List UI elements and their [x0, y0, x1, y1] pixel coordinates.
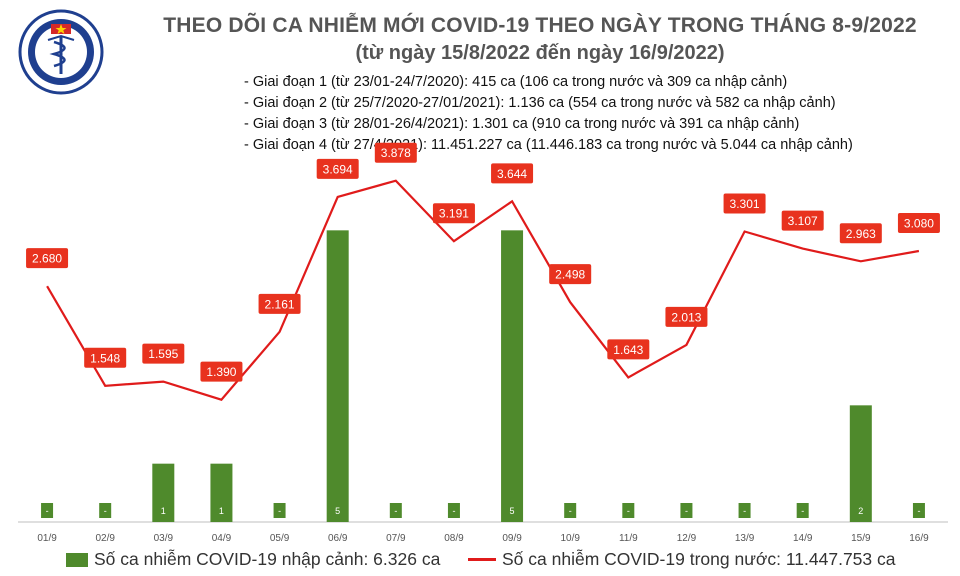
- line-label-box-1: [84, 347, 127, 368]
- line-label-4: 2.161: [265, 297, 295, 311]
- x-tick-label-5: 06/9: [328, 533, 348, 544]
- line-label-12: 3.301: [730, 197, 760, 211]
- phase-1-text: - Giai đoạn 1 (từ 23/01-24/7/2020): 415 …: [244, 74, 788, 90]
- line-label-3: 1.390: [206, 365, 236, 379]
- line-label-13: 3.107: [788, 214, 818, 228]
- bar-11: [680, 503, 693, 518]
- bar-label-9: -: [569, 506, 572, 516]
- x-tick-label-2: 03/9: [154, 533, 174, 544]
- bar-1: [99, 503, 112, 518]
- bar-label-3: 1: [219, 506, 224, 516]
- bar-7: [447, 503, 460, 518]
- phase-2-text: - Giai đoạn 2 (từ 25/7/2020-27/01/2021):…: [244, 95, 836, 111]
- bar-6: [389, 503, 402, 518]
- line-label-10: 1.643: [613, 343, 643, 357]
- x-tick-label-4: 05/9: [270, 533, 290, 544]
- legend-line-series: Số ca nhiễm COVID-19 trong nước: 11.447.…: [468, 549, 896, 570]
- x-tick-label-8: 09/9: [502, 533, 522, 544]
- bar-13: [796, 503, 809, 518]
- line-label-8: 3.644: [497, 167, 527, 181]
- line-label-box-5: [316, 158, 359, 179]
- x-tick-label-3: 04/9: [212, 533, 232, 544]
- bar-label-11: -: [685, 506, 688, 516]
- bar-14: [849, 405, 872, 522]
- bar-9: [564, 503, 577, 518]
- line-label-11: 2.013: [671, 310, 701, 324]
- x-tick-label-9: 10/9: [560, 533, 580, 544]
- line-label-box-3: [200, 361, 243, 382]
- bar-label-0: -: [46, 506, 49, 516]
- x-tick-label-6: 07/9: [386, 533, 406, 544]
- chart-title: THEO DÕI CA NHIỄM MỚI COVID-19 THEO NGÀY…: [163, 14, 917, 37]
- line-label-box-9: [549, 264, 592, 285]
- line-label-6: 3.878: [381, 146, 411, 160]
- x-tick-label-0: 01/9: [37, 533, 57, 544]
- x-tick-label-15: 16/9: [909, 533, 929, 544]
- bar-label-15: -: [917, 506, 920, 516]
- line-label-15: 3.080: [904, 216, 934, 230]
- bar-label-8: 5: [510, 506, 515, 516]
- bar-label-5: 5: [335, 506, 340, 516]
- bar-0: [41, 503, 54, 518]
- bar-10: [622, 503, 635, 518]
- phases-summary: - Giai đoạn 1 (từ 23/01-24/7/2020): 415 …: [244, 72, 853, 156]
- line-label-9: 2.498: [555, 268, 585, 282]
- line-label-box-6: [374, 142, 417, 163]
- line-label-box-4: [258, 293, 301, 314]
- line-label-5: 3.694: [323, 162, 353, 176]
- x-tick-label-10: 11/9: [619, 533, 638, 544]
- x-tick-label-7: 08/9: [444, 533, 464, 544]
- phase-3-text: - Giai đoạn 3 (từ 28/01-26/4/2021): 1.30…: [244, 116, 800, 132]
- bar-label-4: -: [278, 506, 281, 516]
- chart-subtitle: (từ ngày 15/8/2022 đến ngày 16/9/2022): [355, 42, 725, 64]
- legend-line-swatch: [468, 558, 496, 561]
- bar-label-6: -: [394, 506, 397, 516]
- x-tick-label-14: 15/9: [851, 533, 871, 544]
- line-label-box-8: [491, 163, 534, 184]
- bar-label-14: 2: [858, 506, 863, 516]
- legend-bar-series: Số ca nhiễm COVID-19 nhập cảnh: 6.326 ca: [66, 549, 440, 570]
- line-label-box-10: [607, 339, 650, 360]
- line-label-box-7: [432, 203, 475, 224]
- bar-label-10: -: [627, 506, 630, 516]
- line-label-box-14: [839, 223, 882, 244]
- legend-line-label: Số ca nhiễm COVID-19 trong nước: 11.447.…: [502, 549, 896, 569]
- bar-5: [326, 230, 349, 523]
- line-label-box-2: [142, 343, 185, 364]
- line-label-box-0: [26, 248, 69, 269]
- bar-8: [501, 230, 524, 523]
- x-tick-label-11: 12/9: [677, 533, 697, 544]
- bar-label-13: -: [801, 506, 804, 516]
- legend-bar-swatch: [66, 552, 88, 567]
- line-series-domestic: [46, 179, 920, 401]
- x-tick-label-1: 02/9: [95, 533, 115, 544]
- x-tick-label-13: 14/9: [793, 533, 813, 544]
- line-label-0: 2.680: [32, 252, 62, 266]
- bar-3: [210, 463, 233, 522]
- bar-label-12: -: [743, 506, 746, 516]
- ministry-of-health-logo: [18, 6, 104, 98]
- line-label-14: 2.963: [846, 227, 876, 241]
- line-label-box-15: [897, 212, 940, 233]
- bar-label-7: -: [452, 506, 455, 516]
- bar-2: [152, 463, 175, 522]
- x-tick-label-12: 13/9: [735, 533, 755, 544]
- bar-label-2: 1: [161, 506, 166, 516]
- line-label-2: 1.595: [148, 347, 178, 361]
- bar-12: [738, 503, 751, 518]
- line-label-box-11: [665, 306, 708, 327]
- line-label-7: 3.191: [439, 207, 469, 221]
- line-label-box-13: [781, 210, 824, 231]
- line-label-1: 1.548: [90, 351, 120, 365]
- bar-4: [273, 503, 286, 518]
- legend-bar-label: Số ca nhiễm COVID-19 nhập cảnh: 6.326 ca: [94, 549, 441, 569]
- bar-label-1: -: [104, 506, 107, 516]
- line-label-box-12: [723, 193, 766, 214]
- bar-15: [912, 503, 925, 518]
